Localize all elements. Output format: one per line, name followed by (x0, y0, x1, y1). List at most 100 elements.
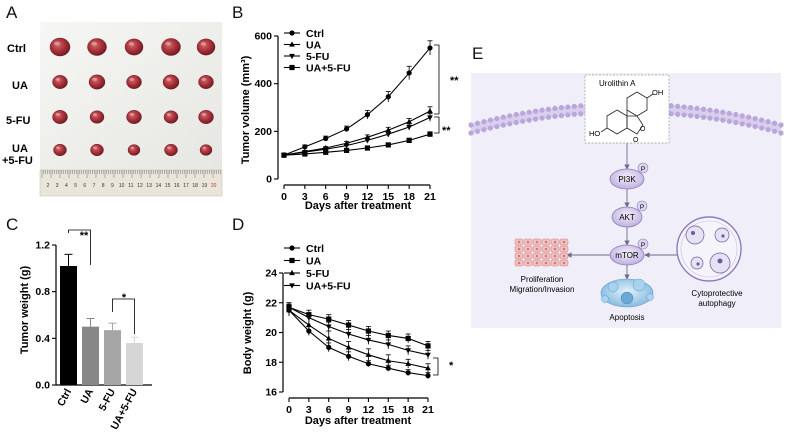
akt-phospho-badge: P (636, 200, 648, 212)
data-point (343, 126, 350, 132)
ruler-number: 15 (165, 183, 171, 189)
svg-text:P: P (640, 204, 644, 211)
x-tick-label: 15 (382, 404, 394, 416)
significance-bracket (434, 44, 440, 115)
x-tick-label: 3 (306, 404, 312, 416)
category-label: UA (78, 386, 96, 405)
lipid-head (494, 115, 500, 122)
autophagy-label-2: autophagy (698, 299, 735, 308)
lipid-head (532, 116, 539, 122)
lipid-head (507, 113, 513, 119)
y-tick-label: 0.0 (35, 380, 50, 392)
data-point (365, 361, 372, 367)
data-point (343, 143, 350, 149)
ring-oxygen: O (640, 126, 646, 133)
cell-nucleus (553, 254, 557, 258)
data-point (365, 351, 372, 357)
series-ctrl (281, 40, 433, 158)
data-point (427, 131, 433, 137)
lipid-head (713, 116, 720, 122)
body-weight-chart: 16 18 20 22 24 0 3 6 9 12 15 18 21 CtrlUA5-FUUA+5-FU… (242, 243, 454, 427)
tumor-volume-chart: 0 200 400 600 0 3 6 9 12 15 18 21 CtrlUA5-FUUA+5-FU… (240, 28, 459, 212)
svg-text:AKT: AKT (619, 213, 635, 222)
data-point (406, 70, 412, 76)
tumor-volume-sig-1: ** (450, 75, 459, 87)
lipid-head (681, 104, 687, 110)
y-tick-label: 400 (254, 78, 272, 90)
bar-ua-5-fu (126, 343, 143, 385)
lipid-head (526, 109, 532, 115)
data-point (425, 373, 431, 379)
row-label-ua: UA (12, 80, 28, 92)
lipid-head (687, 113, 694, 119)
oh-top: OH (652, 88, 663, 97)
ruler-number: 4 (65, 183, 68, 189)
tumor-highlight (55, 77, 60, 81)
data-point (385, 332, 391, 339)
lipid-head (746, 114, 752, 120)
tumor-volume-ylabel: Tumor volume (mm³) (240, 55, 252, 164)
y-tick-label: 0.4 (35, 333, 50, 345)
data-point (385, 132, 392, 138)
series-line (288, 309, 429, 377)
cell-nucleus (553, 240, 557, 244)
tumor-highlight (92, 113, 97, 116)
lipid-head (578, 103, 584, 109)
ruler-number: 10 (119, 183, 125, 189)
data-point (365, 328, 372, 334)
y-tick-label: 16 (265, 387, 277, 399)
tumor-highlight (93, 146, 98, 150)
lipid-head (552, 113, 558, 120)
data-point (345, 353, 352, 359)
lipid-head (552, 105, 558, 112)
data-point (326, 344, 332, 350)
ruler-number: 19 (202, 183, 208, 189)
tumor-highlight (201, 77, 206, 81)
lipid-head (752, 115, 758, 122)
data-point (425, 352, 431, 358)
data-point (405, 360, 412, 366)
x-tick-label: 0 (286, 404, 292, 416)
tumor-volume-series (281, 40, 433, 159)
lipid-head (726, 110, 732, 116)
legend-label: Ctrl (306, 28, 324, 40)
x-tick-label: 15 (382, 191, 394, 203)
tumor-highlight (56, 146, 60, 150)
data-point (425, 343, 431, 349)
data-point (425, 365, 431, 371)
lipid-head (571, 111, 577, 117)
x-tick-label: 21 (422, 404, 434, 416)
data-point (286, 305, 292, 311)
molecule-structure (600, 91, 654, 135)
body-weight-axes: 16 18 20 22 24 0 3 6 9 12 15 18 21 (265, 268, 439, 416)
x-tick-label: 18 (402, 404, 414, 416)
legend-label: UA (306, 256, 322, 268)
tumor-sample (124, 38, 144, 56)
cell-nucleus (517, 254, 521, 258)
legend-marker (289, 64, 295, 71)
y-tick-label: 1.2 (35, 240, 50, 252)
data-point (385, 342, 392, 348)
compound-label: Urolithin A (599, 79, 636, 88)
lipid-head (558, 113, 565, 119)
tumor-sample (198, 110, 214, 124)
panel-letter-a: A (6, 3, 18, 22)
data-point (385, 127, 392, 133)
tumor-sample (126, 75, 142, 89)
data-point (281, 152, 287, 158)
pi3k-phospho-badge: P (637, 162, 649, 174)
lipid-head (481, 127, 487, 133)
data-point (343, 147, 350, 153)
ruler-number: 8 (102, 183, 105, 189)
series-line (283, 133, 431, 156)
autophagy-cell (676, 216, 742, 282)
body-weight-sig: * (449, 360, 454, 372)
row-label-ctrl: Ctrl (7, 43, 26, 55)
tumor-highlight (166, 113, 171, 116)
data-point (345, 322, 352, 328)
lipid-head (668, 103, 674, 109)
tumor-sample (90, 143, 104, 157)
ruler-number: 12 (137, 183, 143, 189)
